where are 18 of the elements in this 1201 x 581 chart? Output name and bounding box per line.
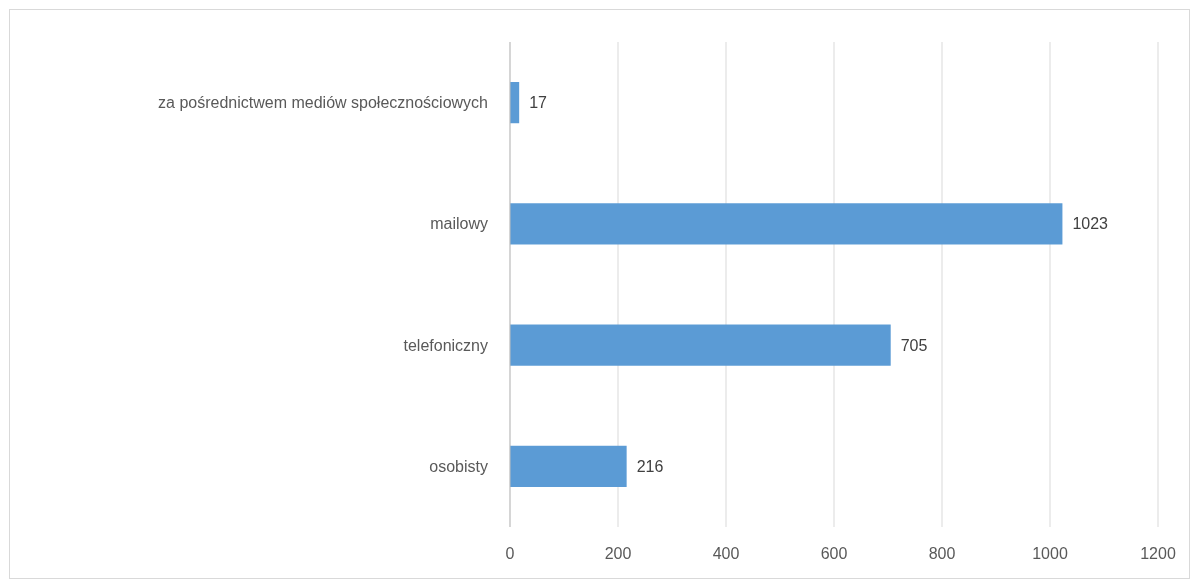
- data-label: 17: [529, 94, 548, 112]
- x-tick-label: 1000: [1032, 544, 1068, 562]
- x-tick-label: 400: [712, 544, 740, 562]
- bar: [510, 445, 627, 487]
- x-tick-label: 600: [820, 544, 848, 562]
- bar: [510, 324, 891, 366]
- bar: [510, 203, 1063, 245]
- x-tick-label: 800: [928, 544, 956, 562]
- y-tick-label: za pośrednictwem mediów społecznościowych: [158, 94, 488, 112]
- data-label: 705: [900, 336, 928, 354]
- x-tick-label: 1200: [1140, 544, 1176, 562]
- x-tick-label: 200: [604, 544, 632, 562]
- data-label: 216: [636, 457, 664, 475]
- x-tick-label: 0: [505, 544, 515, 562]
- y-tick-label: osobisty: [429, 457, 488, 475]
- data-label: 1023: [1072, 215, 1109, 233]
- y-tick-label: telefoniczny: [403, 336, 488, 354]
- y-tick-label: mailowy: [430, 215, 488, 233]
